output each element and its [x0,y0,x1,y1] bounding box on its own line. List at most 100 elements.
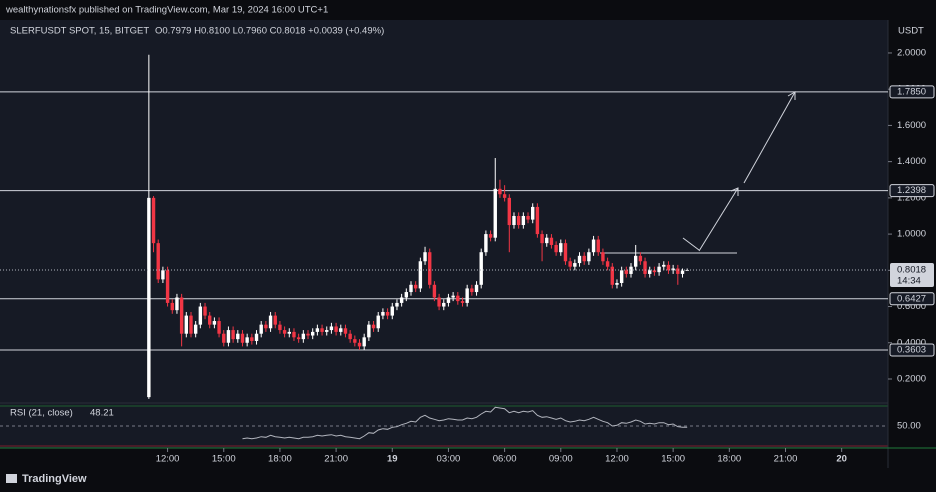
candle-body [568,261,572,267]
candle-body [362,337,366,347]
candle-body [666,264,671,271]
candle-body [446,297,451,303]
candle-body [573,263,577,267]
candle-body [287,331,291,334]
rsi-line [242,406,688,440]
candle-body [423,252,427,262]
candle-body [549,237,554,245]
x-tick-label: 21:00 [774,454,798,465]
candle-body [189,315,193,334]
x-tick-label: 15:00 [212,454,236,465]
candle-body [451,295,455,298]
candle-body [334,326,338,332]
candle-body [240,333,245,343]
candle-body [648,270,652,274]
candle-body [376,315,380,329]
candle-body [353,339,357,343]
candle-body [413,284,418,289]
candle-body [638,255,643,262]
footer-brand: TradingView [22,473,87,485]
candle-body [559,243,563,253]
candle-body [680,270,685,274]
header: wealthynationsfx published on TradingVie… [5,5,328,16]
brand-logo [6,474,17,483]
candle-body [652,270,657,273]
candle-body [217,321,221,334]
candle-body [310,331,315,336]
candle-body [437,297,441,307]
candle-body [643,261,647,274]
currency: USDT [898,26,924,37]
candle-body [432,284,437,298]
rsi-value: 48.21 [90,408,114,419]
y-tick-label: 1.2000 [897,192,926,203]
plot-area [0,20,888,448]
candle-body [367,324,371,338]
level-label: 0.3603 [897,344,926,355]
arrow-head [730,187,739,196]
candle-body [390,306,394,316]
x-tick-label: 09:00 [549,454,573,465]
candle-body [676,268,680,274]
candle-body [296,337,301,340]
symbol-title: SLERFUSDT SPOT, 15, BITGET [10,26,149,37]
x-tick-label: 15:00 [661,454,685,465]
candle-body [428,252,432,285]
candle-body [465,288,469,303]
candle-body [512,215,516,226]
candle-body [348,333,352,340]
x-tick-label: 19 [387,454,398,465]
candle-body [554,244,558,253]
candle-body [161,270,165,280]
level-label-box [889,292,935,306]
candle-body [582,255,586,262]
candle-body [460,301,465,303]
y-tick-label: 1.6000 [897,120,926,131]
last-price-box [890,262,934,287]
countdown: 14:34 [897,276,921,287]
candle-body [479,252,483,285]
drawn-arrow [698,187,739,252]
candle-body [320,328,324,332]
y-tick-label: 1.0000 [897,229,926,240]
candle-body [325,330,329,332]
y-tick-label: 1.4000 [897,156,926,167]
candle-body [442,302,446,307]
candle-body [657,266,661,273]
candle-body [470,288,474,293]
candle-body [165,270,170,303]
candle-body [615,282,619,285]
x-tick-label: 21:00 [324,454,348,465]
level-label-box [889,184,935,198]
candle-body [409,284,413,293]
candle-body [624,270,629,274]
candle-body [526,215,530,220]
candle-body [278,324,282,331]
y-tick-label: 2.0000 [897,47,926,58]
rsi-tick-label: 50.00 [897,421,921,432]
candle-body [633,255,638,267]
candle-body [619,270,624,283]
candle-body [488,234,493,238]
candle-body [250,337,254,341]
candle-body [254,333,259,341]
candle-body [385,311,390,316]
candle-body [601,252,605,262]
candle-body [212,321,217,325]
x-tick-label: 20 [836,454,847,465]
x-tick-label: 18:00 [717,454,741,465]
candle-body [404,292,409,298]
candle-body [474,284,479,293]
level-label: 0.6427 [897,293,926,304]
candle-body [198,306,203,325]
candle-body [545,237,549,244]
candle-body [531,206,535,220]
candle-body [591,239,596,253]
candle-body [264,324,268,329]
candle-body [502,194,507,198]
candle-body [540,234,544,244]
candle-body [671,268,675,271]
candle-body [245,337,249,343]
y-tick-label: 0.6000 [897,301,926,312]
